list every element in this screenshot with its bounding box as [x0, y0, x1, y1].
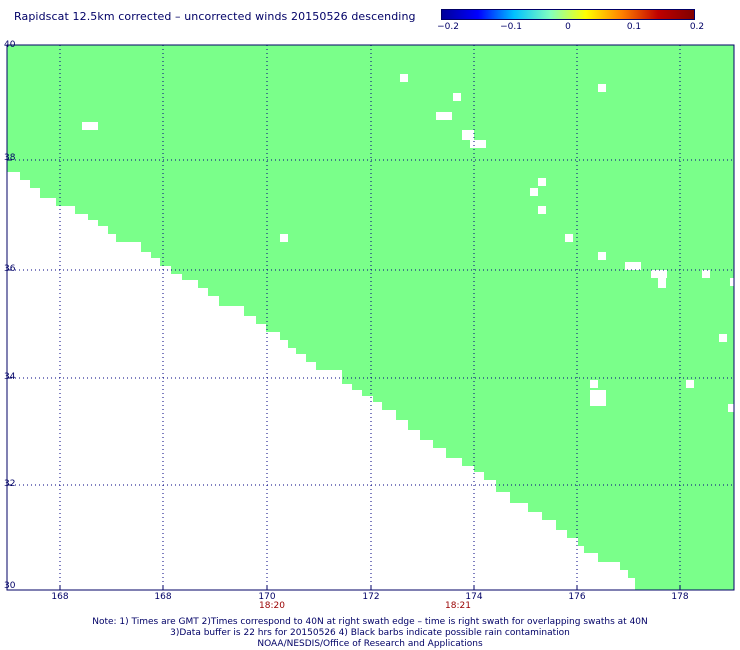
- lon-label: 176: [568, 592, 586, 602]
- color-scale-label: 0: [565, 22, 571, 32]
- missing-data-cell: [565, 234, 573, 242]
- lat-label: 38: [4, 153, 16, 163]
- missing-data-cell: [453, 93, 461, 101]
- color-scale-label: −0.1: [500, 22, 522, 32]
- lat-lon-grid: [7, 45, 734, 590]
- lon-label: 178: [671, 592, 689, 602]
- footnote: NOAA/NESDIS/Office of Research and Appli…: [257, 639, 483, 649]
- chart-title: Rapidscat 12.5km corrected – uncorrected…: [14, 10, 416, 23]
- missing-data-cell: [590, 390, 606, 406]
- missing-data-cells: [82, 74, 734, 412]
- color-scale-label: 0.1: [626, 22, 642, 32]
- lat-label: 34: [4, 372, 16, 382]
- missing-data-cell: [702, 270, 710, 278]
- lon-label: 170: [258, 592, 276, 602]
- lon-label: 174: [465, 592, 483, 602]
- color-scale-label: −0.2: [437, 22, 459, 32]
- lon-label: 168: [51, 592, 69, 602]
- footnote: Note: 1) Times are GMT 2)Times correspon…: [92, 617, 648, 627]
- missing-data-cell: [538, 178, 546, 186]
- color-scale-label: 0.2: [689, 22, 705, 32]
- footnote: 3)Data buffer is 22 hrs for 20150526 4) …: [170, 628, 570, 638]
- lat-label: 40: [4, 40, 16, 50]
- color-scale-bar: [441, 9, 695, 20]
- swath-time-label: 18:21: [445, 601, 471, 611]
- lon-label: 172: [362, 592, 380, 602]
- missing-data-cell: [590, 380, 598, 388]
- missing-data-cell: [598, 84, 606, 92]
- missing-data-cell: [280, 234, 288, 242]
- missing-data-cell: [530, 188, 538, 196]
- missing-data-cell: [598, 252, 606, 260]
- lat-label: 30: [4, 581, 16, 591]
- lat-label: 36: [4, 264, 16, 274]
- missing-data-cell: [658, 278, 666, 288]
- missing-data-cell: [436, 112, 452, 120]
- missing-data-cell: [538, 206, 546, 214]
- lat-label: 32: [4, 479, 16, 489]
- swath-time-label: 18:20: [259, 601, 285, 611]
- missing-data-cell: [651, 270, 667, 278]
- missing-data-cell: [625, 262, 641, 270]
- missing-data-cell: [470, 140, 486, 148]
- missing-data-cell: [400, 74, 408, 82]
- missing-data-cell: [730, 278, 734, 286]
- missing-data-cell: [82, 122, 98, 130]
- missing-data-cell: [686, 380, 694, 388]
- map-frame: [6, 44, 735, 591]
- missing-data-cell: [728, 404, 734, 412]
- missing-data-cell: [462, 130, 474, 140]
- missing-data-cell: [719, 334, 727, 342]
- lon-label: 168: [154, 592, 172, 602]
